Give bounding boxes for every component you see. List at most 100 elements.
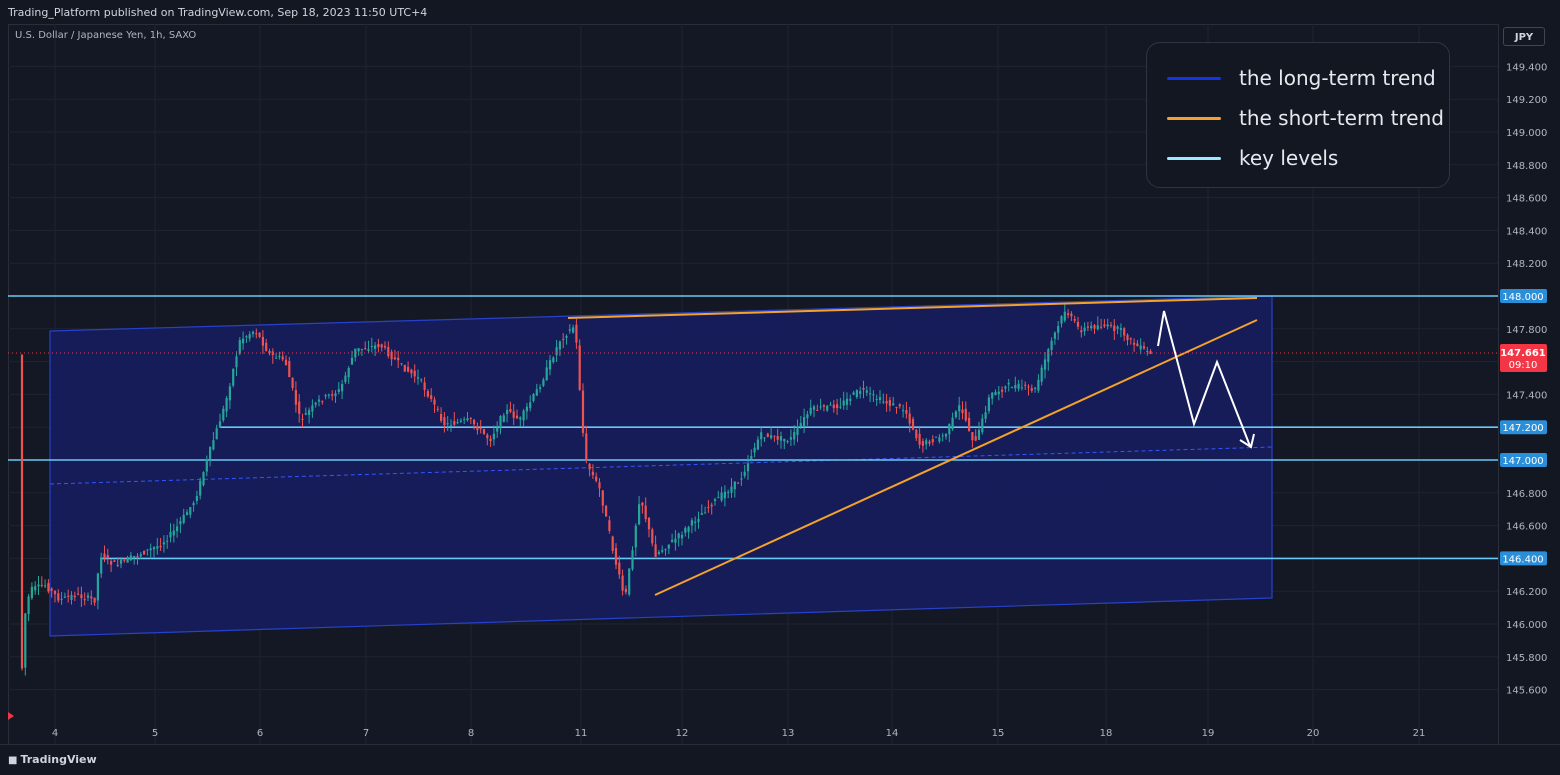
candle xyxy=(694,516,697,532)
candle xyxy=(70,591,73,605)
candle xyxy=(30,582,33,601)
candle xyxy=(327,393,330,399)
candle xyxy=(354,348,357,362)
top-bar xyxy=(0,0,1560,24)
candle xyxy=(628,568,631,597)
candle xyxy=(727,489,730,499)
candle xyxy=(1017,379,1020,392)
candle xyxy=(816,404,819,411)
candle xyxy=(443,412,446,433)
candle xyxy=(575,318,578,350)
candle xyxy=(974,429,977,442)
candle xyxy=(110,559,113,573)
candle xyxy=(281,351,284,362)
candle xyxy=(611,535,614,554)
candle xyxy=(430,388,433,403)
candle xyxy=(935,436,938,438)
candle xyxy=(799,415,802,430)
candle xyxy=(581,383,585,437)
candle xyxy=(558,340,561,357)
price-axis[interactable] xyxy=(1498,24,1560,744)
candle xyxy=(509,401,512,414)
candle xyxy=(166,535,169,549)
candle xyxy=(690,517,693,534)
candle xyxy=(829,401,832,406)
candle xyxy=(892,396,895,406)
candle xyxy=(720,486,723,503)
candle xyxy=(608,515,611,534)
candle xyxy=(242,331,245,350)
candle xyxy=(374,342,377,356)
candle xyxy=(1096,316,1099,331)
candle xyxy=(1129,337,1132,345)
candle xyxy=(209,446,212,467)
candle xyxy=(261,330,264,355)
symbol-info: U.S. Dollar / Japanese Yen, 1h, SAXO xyxy=(15,30,197,41)
candle xyxy=(971,432,974,448)
key-level-labels: 148.000 147.200 147.000 146.400 xyxy=(1500,289,1547,566)
candle xyxy=(466,411,469,422)
candle xyxy=(251,330,255,338)
candle xyxy=(496,421,499,438)
candle xyxy=(103,545,106,563)
price-tick: 148.800 xyxy=(1506,161,1547,172)
candle xyxy=(875,394,878,406)
candle xyxy=(235,351,238,376)
candle xyxy=(255,328,258,339)
candle xyxy=(832,399,835,413)
candlesticks xyxy=(20,304,1152,676)
candle xyxy=(90,590,93,606)
candle xyxy=(803,408,806,434)
candle xyxy=(146,549,149,556)
candle xyxy=(812,404,816,418)
candle xyxy=(1053,331,1056,345)
candle xyxy=(116,557,119,568)
candle xyxy=(542,377,545,388)
key-level-badge: 147.000 xyxy=(1500,453,1547,467)
candle xyxy=(1139,338,1142,355)
legend-swatch-long-term xyxy=(1167,76,1221,80)
candle xyxy=(473,419,476,430)
bottom-bar xyxy=(0,744,1560,775)
candle xyxy=(1136,340,1139,347)
countdown-label: 09:10 xyxy=(1509,360,1538,371)
tradingview-logo[interactable]: ■ TradingView xyxy=(8,753,97,766)
candle xyxy=(225,395,228,418)
candle xyxy=(113,559,116,563)
candle xyxy=(522,408,525,427)
short-term-trend-top[interactable] xyxy=(567,297,1258,319)
candle xyxy=(506,404,509,423)
candle xyxy=(380,343,383,352)
price-tick: 145.600 xyxy=(1506,686,1547,697)
candle xyxy=(383,341,387,350)
candle xyxy=(1004,385,1007,393)
candle xyxy=(968,411,971,432)
candle xyxy=(304,407,307,416)
legend-panel: the long-term trend the short-term trend… xyxy=(1146,42,1450,188)
candle xyxy=(839,397,842,409)
candle xyxy=(1073,315,1076,324)
candle xyxy=(532,393,535,403)
candle xyxy=(977,421,981,440)
candle xyxy=(436,405,439,412)
candle xyxy=(687,525,690,539)
candle xyxy=(869,386,872,403)
candle xyxy=(222,405,225,423)
short-term-trend-support[interactable] xyxy=(654,319,1258,596)
channel-midline[interactable] xyxy=(49,446,1273,485)
projection-arrow[interactable] xyxy=(1157,310,1251,447)
candle xyxy=(1080,325,1083,338)
candle xyxy=(298,394,301,423)
candle xyxy=(341,379,344,400)
candle xyxy=(1040,364,1043,386)
currency-button[interactable]: JPY xyxy=(1503,27,1545,46)
legend-item-short-term: the short-term trend xyxy=(1167,106,1444,130)
candle xyxy=(776,428,779,445)
publish-info: Trading_Platform published on TradingVie… xyxy=(8,6,428,19)
candle xyxy=(482,428,486,436)
candle xyxy=(809,399,812,417)
candle xyxy=(822,404,825,412)
candle xyxy=(344,371,347,385)
time-tick: 21 xyxy=(1413,728,1426,739)
candle xyxy=(83,592,86,606)
